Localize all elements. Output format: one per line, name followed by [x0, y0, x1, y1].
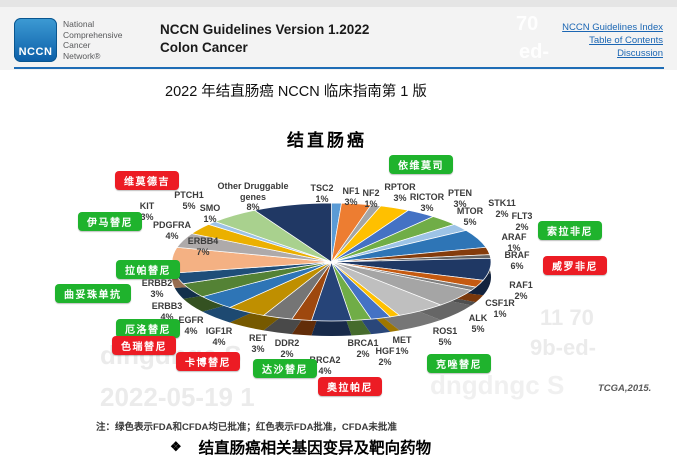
header-links: NCCN Guidelines Index Table of Contents Di… [562, 21, 663, 60]
gene-label-nf2: NF2 1% [362, 188, 380, 209]
gene-label-erbb2: ERBB2 3% [141, 278, 173, 299]
drug-label-奥拉帕尼: 奥拉帕尼 [318, 377, 382, 396]
org-line: Network® [63, 50, 101, 61]
org-line: Cancer [63, 40, 91, 50]
header-link-discussion[interactable]: Discussion [617, 48, 663, 59]
pie-slice-other-druggable-genes [253, 202, 332, 263]
drug-label-曲妥珠单抗: 曲妥珠单抗 [55, 284, 131, 303]
watermark-text: 9b-ed- [530, 335, 596, 360]
watermark-text: dngdngc S [430, 370, 565, 400]
gene-label-raf1: RAF1 2% [509, 280, 533, 301]
org-line: Comprehensive [63, 29, 123, 40]
drug-label-伊马替尼: 伊马替尼 [78, 212, 142, 231]
gene-label-flt3: FLT3 2% [511, 211, 533, 232]
drug-label-威罗非尼: 威罗非尼 [543, 256, 607, 275]
gene-label-pdgfra: PDGFRA 4% [153, 220, 191, 241]
gene-label-ros1: ROS1 5% [432, 326, 458, 347]
chart-title: 结直肠癌 [287, 131, 367, 150]
org-line: National [63, 19, 95, 29]
header: NCCN National Comprehensive Cancer Netwo… [0, 0, 677, 70]
gene-label-smo: SMO 1% [199, 203, 221, 224]
gene-label-brca1: BRCA1 2% [347, 338, 379, 359]
gene-label-brca2: BRCA2 4% [309, 355, 341, 376]
top-strip [0, 0, 677, 7]
header-link-nccn-guidelines-index[interactable]: NCCN Guidelines Index [562, 22, 663, 33]
drug-label-维莫德吉: 维莫德吉 [115, 171, 179, 190]
header-link-table-of-contents[interactable]: Table of Contents [589, 35, 663, 46]
gene-label-kit: KIT 3% [139, 201, 155, 222]
org-name: National Comprehensive Cancer Network® [63, 19, 123, 61]
watermark-text: 11 70 [540, 305, 594, 330]
gene-label-ddr2: DDR2 2% [274, 338, 300, 359]
gene-label-pten: PTEN 3% [447, 188, 473, 209]
approval-note: 注：绿色表示FDA和CFDA均已批准；红色表示FDA批准，CFDA未批准 [96, 422, 397, 433]
drug-label-卡博替尼: 卡博替尼 [176, 352, 240, 371]
gene-label-csf1r: CSF1R 1% [485, 298, 515, 319]
gene-label-egfr: EGFR 4% [178, 315, 204, 336]
gene-label-met: MET 1% [392, 335, 412, 356]
footer-title-row: ❖ 结直肠癌相关基因变异及靶向药物 [170, 436, 431, 458]
diamond-bullet-icon: ❖ [170, 439, 182, 454]
guideline-title: NCCN Guidelines Version 1.2022 Colon Can… [160, 21, 369, 57]
gene-label-ptch1: PTCH1 5% [174, 190, 204, 211]
drug-label-厄洛替尼: 厄洛替尼 [116, 319, 180, 338]
gene-label-rictor: RICTOR 3% [409, 192, 445, 213]
gene-label-erbb3: ERBB3 4% [151, 301, 183, 322]
gene-label-tsc2: TSC2 1% [310, 183, 334, 204]
footer-title: 结直肠癌相关基因变异及靶向药物 [198, 440, 432, 457]
gene-label-igf1r: IGF1R 4% [205, 326, 233, 347]
nccn-logo: NCCN [14, 18, 57, 62]
gene-label-stk11: STK11 2% [488, 198, 516, 219]
guideline-title-line1: NCCN Guidelines Version 1.2022 [160, 22, 370, 37]
page-subtitle: 2022 年结直肠癌 NCCN 临床指南第 1 版 [165, 84, 427, 100]
gene-label-rptor: RPTOR 3% [384, 182, 416, 203]
gene-label-braf: BRAF 6% [504, 250, 530, 271]
gene-label-mtor: MTOR 5% [456, 206, 484, 227]
watermark-text: 2022-05-19 1 [100, 382, 255, 412]
gene-label-other-druggable-genes: Other Druggable genes 8% [217, 181, 289, 212]
gene-label-alk: ALK 5% [468, 313, 488, 334]
gene-label-araf: ARAF 1% [501, 232, 527, 253]
drug-label-达沙替尼: 达沙替尼 [253, 359, 317, 378]
guideline-title-line2: Colon Cancer [160, 40, 248, 55]
drug-label-依维莫司: 依维莫司 [389, 155, 453, 174]
header-divider [14, 67, 664, 69]
nccn-logo-text: NCCN [18, 46, 53, 58]
gene-label-hgf: HGF 2% [375, 346, 395, 367]
drug-label-克唑替尼: 克唑替尼 [427, 354, 491, 373]
pie-chart [171, 202, 492, 336]
drug-label-色瑞替尼: 色瑞替尼 [112, 336, 176, 355]
gene-label-nf1: NF1 3% [342, 186, 360, 207]
chart-source: TCGA,2015. [598, 383, 652, 394]
gene-label-ret: RET 3% [249, 333, 267, 354]
drug-label-拉帕替尼: 拉帕替尼 [116, 260, 180, 279]
drug-label-索拉非尼: 索拉非尼 [538, 221, 602, 240]
gene-label-erbb4: ERBB4 7% [187, 236, 219, 257]
